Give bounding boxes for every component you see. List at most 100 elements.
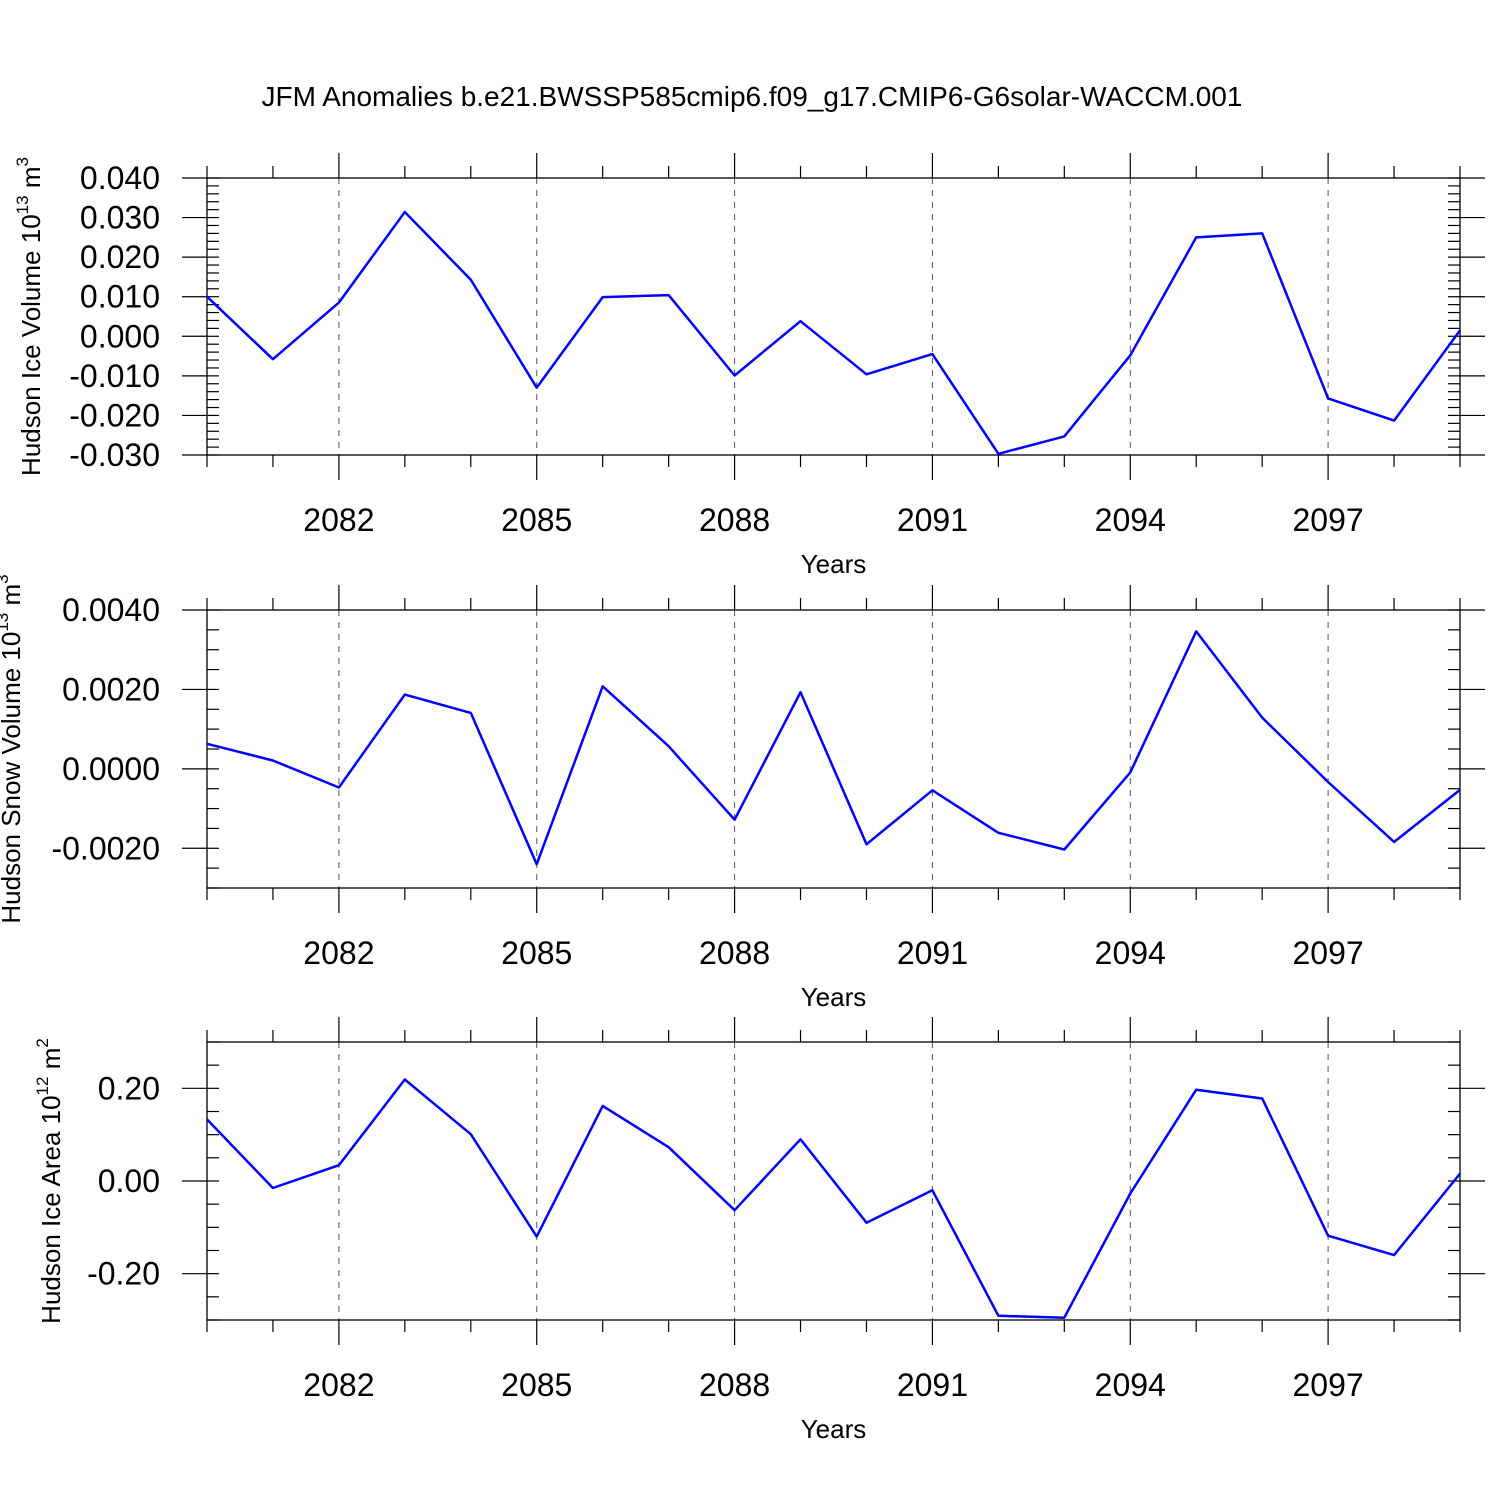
x-tick-label: 2085 bbox=[501, 502, 572, 538]
data-point bbox=[1128, 1192, 1132, 1196]
y-tick-label: 0.0040 bbox=[62, 592, 160, 628]
data-point bbox=[469, 278, 473, 282]
data-point bbox=[996, 831, 1000, 835]
data-point bbox=[205, 742, 209, 746]
x-tick-label: 2097 bbox=[1293, 935, 1364, 971]
data-point bbox=[1392, 840, 1396, 844]
y-tick-label: -0.030 bbox=[69, 437, 160, 473]
x-tick-label: 2097 bbox=[1293, 1367, 1364, 1403]
data-point bbox=[1326, 1234, 1330, 1238]
data-point bbox=[601, 295, 605, 299]
data-point bbox=[864, 372, 868, 376]
data-point bbox=[1458, 328, 1462, 332]
chart-title: JFM Anomalies b.e21.BWSSP585cmip6.f09_g1… bbox=[262, 81, 1243, 112]
x-tick-label: 2097 bbox=[1293, 502, 1364, 538]
data-point bbox=[1194, 1088, 1198, 1092]
y-tick-label: 0.0000 bbox=[62, 751, 160, 787]
data-point bbox=[1326, 396, 1330, 400]
x-tick-label: 2094 bbox=[1095, 935, 1166, 971]
x-tick-label: 2091 bbox=[897, 935, 968, 971]
data-point bbox=[403, 693, 407, 697]
x-tick-label: 2082 bbox=[303, 1367, 374, 1403]
y-tick-label: -0.010 bbox=[69, 358, 160, 394]
data-point bbox=[271, 357, 275, 361]
data-point bbox=[1458, 1172, 1462, 1176]
data-point bbox=[1194, 235, 1198, 239]
series-line bbox=[206, 210, 1462, 456]
x-tick-label: 2088 bbox=[699, 1367, 770, 1403]
y-tick-label: 0.010 bbox=[80, 279, 160, 315]
series-line bbox=[206, 1078, 1461, 1319]
data-point bbox=[1260, 231, 1264, 235]
y-tick-label: 0.020 bbox=[80, 239, 160, 275]
y-tick-label: 0.040 bbox=[80, 160, 160, 196]
plot-frame bbox=[206, 609, 1461, 889]
data-point bbox=[864, 1221, 868, 1225]
data-point bbox=[864, 842, 868, 846]
data-point bbox=[337, 1163, 341, 1167]
plot-frame bbox=[206, 177, 1461, 456]
data-point bbox=[1326, 780, 1330, 784]
data-point bbox=[1458, 788, 1462, 792]
x-axis-label: Years bbox=[801, 982, 867, 1012]
x-tick-label: 2085 bbox=[501, 935, 572, 971]
x-tick-label: 2094 bbox=[1095, 1367, 1166, 1403]
y-axis-label: Hudson Ice Volume 1013 m3 bbox=[13, 157, 46, 476]
x-tick-label: 2088 bbox=[699, 502, 770, 538]
x-tick-label: 2082 bbox=[303, 502, 374, 538]
panel-3: -0.20 0.00 0.20 2082 2085 2088 2091 2094 2097 Yea… bbox=[33, 1017, 1485, 1444]
data-point bbox=[1260, 1097, 1264, 1101]
data-point bbox=[337, 786, 341, 790]
y-tick-label: -0.20 bbox=[87, 1256, 160, 1292]
data-point bbox=[271, 759, 275, 763]
data-point bbox=[799, 319, 803, 323]
data-point bbox=[403, 1078, 407, 1082]
x-tick-label: 2091 bbox=[897, 1367, 968, 1403]
data-point bbox=[996, 452, 1000, 456]
data-point bbox=[469, 711, 473, 715]
data-point bbox=[205, 295, 209, 299]
y-tick-label: 0.0020 bbox=[62, 671, 160, 707]
x-tick-label: 2094 bbox=[1095, 502, 1166, 538]
data-point bbox=[1062, 847, 1066, 851]
x-tick-label: 2091 bbox=[897, 502, 968, 538]
data-point bbox=[667, 293, 671, 297]
data-point bbox=[667, 744, 671, 748]
data-point bbox=[799, 1137, 803, 1141]
data-point bbox=[996, 1314, 1000, 1318]
series-line bbox=[206, 630, 1461, 866]
x-axis-label: Years bbox=[801, 1414, 867, 1444]
data-point bbox=[667, 1145, 671, 1149]
data-point bbox=[205, 1117, 209, 1121]
data-point bbox=[403, 210, 407, 214]
panel-2: -0.0020 0.0000 0.0020 0.0040 2082 2085 2088 209… bbox=[0, 574, 1485, 1012]
x-tick-label: 2082 bbox=[303, 935, 374, 971]
data-point bbox=[733, 373, 737, 377]
data-point bbox=[1062, 1316, 1066, 1320]
data-point bbox=[1260, 716, 1264, 720]
data-point bbox=[535, 386, 539, 390]
y-tick-label: -0.020 bbox=[69, 397, 160, 433]
x-tick-label: 2085 bbox=[501, 1367, 572, 1403]
x-axis-label: Years bbox=[801, 549, 867, 579]
data-point bbox=[337, 301, 341, 305]
data-point bbox=[601, 1104, 605, 1108]
y-tick-label: -0.0020 bbox=[51, 830, 160, 866]
y-tick-label: 0.030 bbox=[80, 200, 160, 236]
data-point bbox=[733, 1208, 737, 1212]
x-tick-label: 2088 bbox=[699, 935, 770, 971]
y-tick-label: 0.000 bbox=[80, 318, 160, 354]
data-point bbox=[1128, 770, 1132, 774]
data-point bbox=[1062, 434, 1066, 438]
data-point bbox=[1392, 1253, 1396, 1257]
data-point bbox=[1392, 419, 1396, 423]
y-axis-label: Hudson Ice Area 1012 m2 bbox=[33, 1038, 66, 1324]
data-point bbox=[469, 1132, 473, 1136]
data-point bbox=[1128, 353, 1132, 357]
y-axis-label: Hudson Snow Volume 1013 m3 bbox=[0, 574, 26, 923]
data-point bbox=[930, 352, 934, 356]
data-point bbox=[535, 1235, 539, 1239]
